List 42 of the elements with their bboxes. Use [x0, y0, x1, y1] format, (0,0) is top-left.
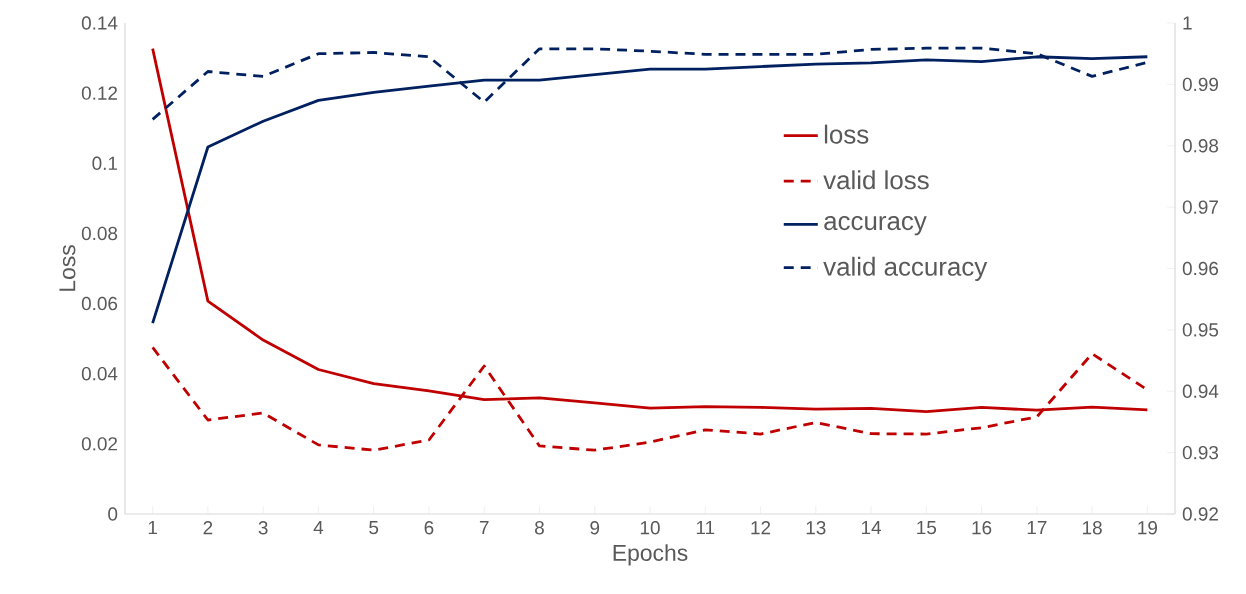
- y-axis-title: Loss: [59, 245, 76, 291]
- x-tick-label: 11: [696, 521, 715, 535]
- y2-tick-label: 0.97: [1182, 200, 1218, 214]
- x-tick-label: 2: [203, 521, 213, 535]
- x-tick-label: 9: [590, 521, 600, 535]
- x-tick-label: 8: [535, 521, 544, 535]
- y-tick-label: 0.04: [81, 367, 118, 381]
- x-tick-label: 16: [972, 521, 992, 535]
- x-tick-label: 7: [479, 521, 489, 535]
- y-tick-label: 0.08: [81, 226, 118, 241]
- x-tick-label: 18: [1083, 521, 1102, 535]
- x-axis-title: Epochs: [613, 544, 688, 566]
- legend-label: loss: [824, 124, 869, 144]
- y2-tick-label: 0.94: [1182, 384, 1219, 398]
- y2-tick-label: 0.92: [1182, 507, 1218, 521]
- y2-tick-label: 0.95: [1182, 323, 1219, 337]
- legend-label: valid accuracy: [823, 256, 988, 281]
- y-tick-label: 0.1: [92, 156, 118, 170]
- y-tick-label: 0: [108, 507, 118, 521]
- y2-tick-label: 0.99: [1182, 77, 1218, 92]
- y-tick-label: 0.06: [81, 296, 118, 311]
- legend-label: accuracy: [824, 215, 927, 236]
- x-tick-label: 19: [1138, 521, 1157, 535]
- x-tick-label: 6: [424, 521, 434, 535]
- x-tick-label: 1: [148, 521, 157, 535]
- y2-tick-label: 0.93: [1182, 445, 1219, 460]
- x-tick-label: 17: [1027, 521, 1047, 535]
- x-tick-label: 3: [258, 521, 268, 535]
- y-tick-label: 0.12: [81, 86, 118, 100]
- x-tick-label: 10: [640, 521, 660, 535]
- x-tick-label: 15: [917, 521, 937, 535]
- y-tick-label: 0.02: [81, 437, 118, 451]
- x-tick-label: 12: [751, 521, 771, 535]
- y2-tick-label: 0.96: [1182, 261, 1219, 276]
- x-tick-label: 14: [861, 521, 882, 535]
- x-tick-label: 4: [313, 521, 324, 535]
- y2-tick-label: 1: [1183, 16, 1192, 30]
- y-tick-label: 0.14: [81, 16, 118, 30]
- legend-label: valid loss: [823, 170, 929, 190]
- y2-tick-label: 0.98: [1182, 139, 1219, 153]
- x-tick-label: 5: [369, 521, 379, 535]
- x-tick-label: 13: [806, 521, 826, 535]
